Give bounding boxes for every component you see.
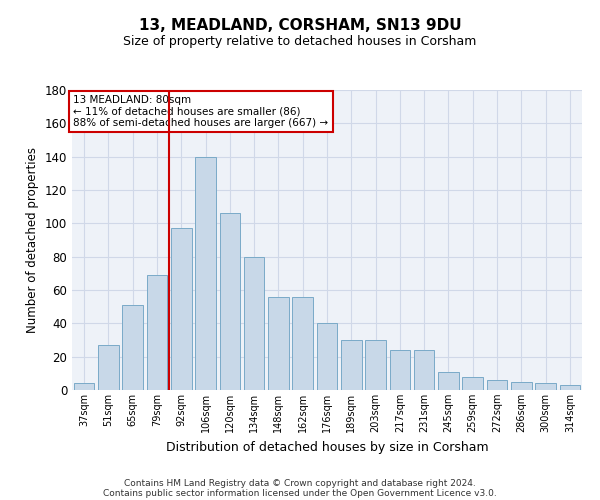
Bar (268, 296, 289, 390)
Bar (463, 376, 483, 390)
Text: Contains public sector information licensed under the Open Government Licence v3: Contains public sector information licen… (103, 488, 497, 498)
Bar (171, 228, 191, 390)
X-axis label: Distribution of detached houses by size in Corsham: Distribution of detached houses by size … (166, 440, 488, 454)
Bar (220, 214, 240, 390)
Text: 13 MEADLAND: 80sqm
← 11% of detached houses are smaller (86)
88% of semi-detache: 13 MEADLAND: 80sqm ← 11% of detached hou… (73, 95, 328, 128)
Bar (511, 382, 532, 390)
Bar (244, 256, 265, 390)
Bar (438, 372, 459, 390)
Bar (98, 345, 119, 390)
Bar (487, 380, 508, 390)
Bar (122, 305, 143, 390)
Text: Size of property relative to detached houses in Corsham: Size of property relative to detached ho… (124, 35, 476, 48)
Bar (535, 384, 556, 390)
Bar (414, 350, 434, 390)
Bar (292, 296, 313, 390)
Bar (560, 385, 580, 390)
Bar (195, 156, 216, 390)
Text: Contains HM Land Registry data © Crown copyright and database right 2024.: Contains HM Land Registry data © Crown c… (124, 478, 476, 488)
Bar (365, 340, 386, 390)
Bar (146, 275, 167, 390)
Bar (317, 324, 337, 390)
Text: 13, MEADLAND, CORSHAM, SN13 9DU: 13, MEADLAND, CORSHAM, SN13 9DU (139, 18, 461, 32)
Bar (341, 340, 362, 390)
Bar (389, 350, 410, 390)
Y-axis label: Number of detached properties: Number of detached properties (26, 147, 39, 333)
Bar (74, 384, 94, 390)
